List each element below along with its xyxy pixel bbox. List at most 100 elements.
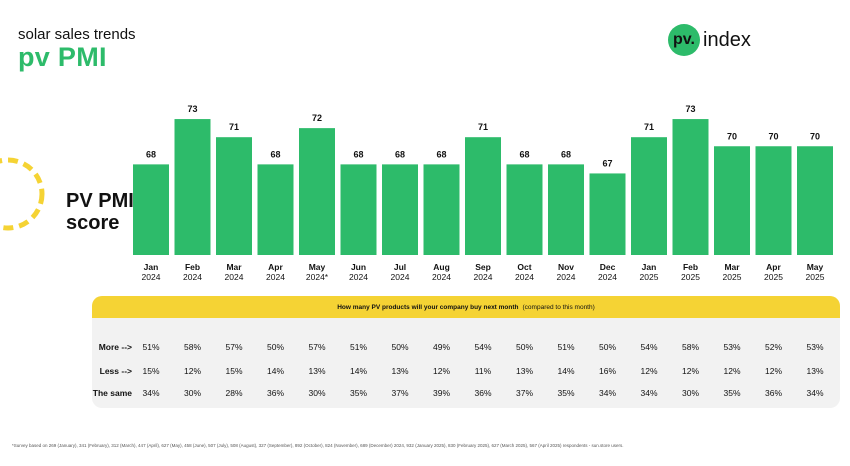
x-tick-year-7: 2024 bbox=[432, 272, 451, 282]
survey-cell-0-7: 49% bbox=[432, 342, 450, 352]
survey-cell-1-5: 14% bbox=[349, 366, 367, 376]
survey-cell-1-14: 12% bbox=[723, 366, 741, 376]
dashed-ring-icon bbox=[0, 157, 45, 231]
bar-value-label-14: 70 bbox=[727, 131, 737, 141]
bar-value-label-0: 68 bbox=[146, 149, 156, 159]
bar-3 bbox=[257, 164, 294, 255]
survey-cell-0-6: 50% bbox=[391, 342, 409, 352]
survey-cell-0-16: 53% bbox=[806, 342, 824, 352]
bar-value-label-12: 71 bbox=[644, 122, 654, 132]
bar-7 bbox=[423, 164, 460, 255]
survey-cell-2-8: 36% bbox=[474, 388, 492, 398]
survey-cell-1-10: 14% bbox=[557, 366, 575, 376]
x-tick-year-2: 2024 bbox=[225, 272, 244, 282]
x-tick-month-11: Dec bbox=[600, 262, 616, 272]
survey-cell-2-10: 35% bbox=[557, 388, 575, 398]
logo-text: index bbox=[703, 28, 751, 51]
survey-cell-1-13: 12% bbox=[681, 366, 699, 376]
bar-12 bbox=[631, 137, 667, 255]
bar-value-label-9: 68 bbox=[519, 149, 529, 159]
survey-cell-0-12: 54% bbox=[640, 342, 658, 352]
x-tick-month-2: Mar bbox=[226, 262, 242, 272]
bar-value-label-6: 68 bbox=[395, 149, 405, 159]
survey-row-label-1: Less --> bbox=[99, 366, 132, 376]
pv-index-logo: pv. index bbox=[668, 24, 751, 56]
x-tick-year-15: 2025 bbox=[764, 272, 783, 282]
bar-0 bbox=[133, 164, 169, 255]
survey-cell-0-3: 50% bbox=[266, 342, 284, 352]
logo-circle: pv. bbox=[668, 24, 700, 56]
x-tick-year-8: 2024 bbox=[474, 272, 493, 282]
survey-cell-0-0: 51% bbox=[142, 342, 160, 352]
x-tick-year-13: 2025 bbox=[681, 272, 700, 282]
survey-cell-2-15: 36% bbox=[764, 388, 782, 398]
x-tick-year-3: 2024 bbox=[266, 272, 285, 282]
x-tick-year-12: 2025 bbox=[640, 272, 659, 282]
survey-cell-1-7: 12% bbox=[432, 366, 450, 376]
survey-cell-0-13: 58% bbox=[681, 342, 699, 352]
x-tick-month-4: May bbox=[309, 262, 326, 272]
x-tick-year-9: 2024 bbox=[515, 272, 534, 282]
x-tick-month-13: Feb bbox=[683, 262, 698, 272]
footnote: *Survey based on 269 (January), 341 (Feb… bbox=[12, 443, 624, 448]
bar-value-label-16: 70 bbox=[810, 131, 820, 141]
x-tick-year-0: 2024 bbox=[142, 272, 161, 282]
survey-cell-2-6: 37% bbox=[391, 388, 409, 398]
x-tick-month-14: Mar bbox=[724, 262, 740, 272]
survey-cell-1-0: 15% bbox=[142, 366, 160, 376]
survey-cell-2-14: 35% bbox=[723, 388, 741, 398]
survey-cell-2-16: 34% bbox=[806, 388, 824, 398]
y-axis-label: PV PMI score bbox=[66, 190, 134, 234]
survey-cell-1-12: 12% bbox=[640, 366, 658, 376]
x-tick-month-3: Apr bbox=[268, 262, 283, 272]
bar-value-label-10: 68 bbox=[561, 149, 571, 159]
survey-cell-2-11: 34% bbox=[598, 388, 616, 398]
bar-11 bbox=[589, 173, 626, 255]
decorative-dashed-ring bbox=[0, 157, 45, 231]
header-subtitle: solar sales trends bbox=[18, 26, 136, 43]
survey-cell-1-15: 12% bbox=[764, 366, 782, 376]
bar-value-label-3: 68 bbox=[270, 149, 280, 159]
bar-value-label-11: 67 bbox=[602, 158, 612, 168]
x-tick-month-12: Jan bbox=[642, 262, 657, 272]
survey-cell-0-15: 52% bbox=[764, 342, 782, 352]
survey-cell-0-10: 51% bbox=[557, 342, 575, 352]
survey-cell-2-13: 30% bbox=[681, 388, 699, 398]
bar-value-label-1: 73 bbox=[187, 104, 197, 114]
survey-row-label-0: More --> bbox=[98, 342, 132, 352]
x-tick-year-14: 2025 bbox=[723, 272, 742, 282]
x-tick-month-1: Feb bbox=[185, 262, 200, 272]
survey-question-header: How many PV products will your company b… bbox=[92, 296, 840, 318]
survey-cell-2-5: 35% bbox=[349, 388, 367, 398]
bar-16 bbox=[797, 146, 833, 255]
bar-value-label-5: 68 bbox=[353, 149, 363, 159]
survey-cell-2-9: 37% bbox=[515, 388, 533, 398]
survey-cell-2-3: 36% bbox=[266, 388, 284, 398]
bar-13 bbox=[672, 119, 709, 255]
survey-cell-2-7: 39% bbox=[432, 388, 450, 398]
bar-value-label-7: 68 bbox=[436, 149, 446, 159]
survey-cell-2-2: 28% bbox=[225, 388, 243, 398]
bar-value-label-2: 71 bbox=[229, 122, 239, 132]
x-tick-month-16: May bbox=[807, 262, 824, 272]
bar-1 bbox=[174, 119, 211, 255]
bar-15 bbox=[755, 146, 792, 255]
x-tick-month-0: Jan bbox=[144, 262, 159, 272]
survey-cell-1-8: 11% bbox=[474, 366, 492, 376]
bar-9 bbox=[506, 164, 543, 255]
survey-cell-2-4: 30% bbox=[308, 388, 326, 398]
x-tick-year-5: 2024 bbox=[349, 272, 368, 282]
survey-cell-1-6: 13% bbox=[391, 366, 409, 376]
survey-cell-1-1: 12% bbox=[183, 366, 201, 376]
x-tick-month-8: Sep bbox=[475, 262, 491, 272]
x-tick-month-10: Nov bbox=[558, 262, 574, 272]
bar-10 bbox=[548, 164, 584, 255]
survey-cell-1-3: 14% bbox=[266, 366, 284, 376]
survey-cell-2-0: 34% bbox=[142, 388, 160, 398]
x-tick-month-6: Jul bbox=[394, 262, 406, 272]
survey-cell-0-9: 50% bbox=[515, 342, 533, 352]
survey-row-label-2: The same bbox=[92, 388, 132, 398]
survey-cell-0-4: 57% bbox=[308, 342, 326, 352]
y-axis-label-line2: score bbox=[66, 212, 120, 234]
page-title: pv PMI bbox=[18, 42, 107, 72]
